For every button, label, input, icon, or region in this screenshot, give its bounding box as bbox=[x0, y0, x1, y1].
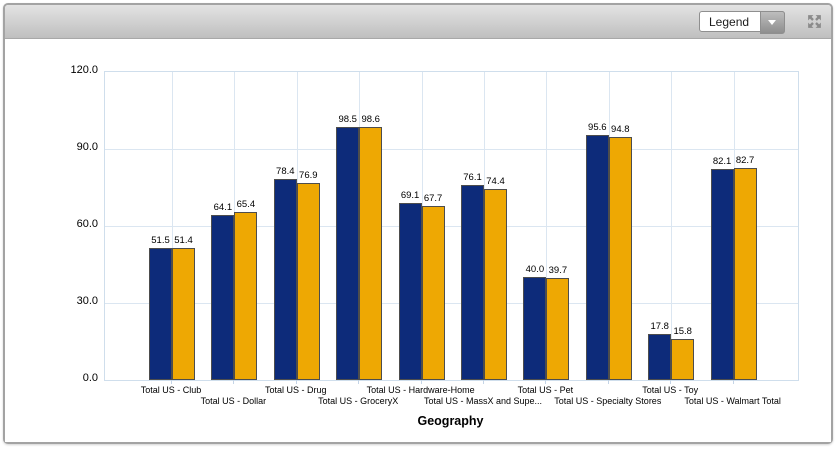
bar-value-label: 67.7 bbox=[423, 193, 443, 205]
bar-value-label: 39.7 bbox=[548, 265, 568, 277]
bar-series-2[interactable] bbox=[546, 278, 570, 380]
horizontal-gridline bbox=[105, 149, 798, 150]
x-axis-tick bbox=[295, 380, 297, 384]
bar-value-label: 65.4 bbox=[236, 199, 256, 211]
bar-value-label: 51.4 bbox=[174, 235, 193, 247]
y-axis-tick-label: 60.0 bbox=[76, 218, 98, 230]
x-axis-category-label: Total US - Hardware-Home bbox=[366, 385, 475, 395]
bar-value-label: 76.9 bbox=[299, 169, 318, 181]
chart-widget-panel: Legend 51.5 51.4 64.1 65.4 78.4 76.9 98.5 98.6 6… bbox=[3, 3, 833, 444]
bar-series-1[interactable] bbox=[273, 178, 297, 380]
bar-series-2[interactable] bbox=[296, 182, 320, 380]
bar-value-label: 95.6 bbox=[588, 121, 607, 133]
plot-area: 51.5 51.4 64.1 65.4 78.4 76.9 98.5 98.6 69.1 67.7… bbox=[104, 71, 799, 381]
x-axis-category-label: Total US - MassX and Supe... bbox=[423, 396, 543, 406]
bar-value-label: 76.1 bbox=[463, 171, 482, 183]
horizontal-gridline bbox=[105, 303, 798, 304]
bar-value-label: 98.5 bbox=[338, 114, 357, 126]
bar-series-2[interactable] bbox=[733, 167, 757, 380]
widget-toolbar: Legend bbox=[5, 5, 831, 39]
bar-value-label: 94.8 bbox=[611, 123, 630, 135]
bar-series-1[interactable] bbox=[648, 334, 672, 380]
bar-value-label: 15.8 bbox=[673, 326, 692, 338]
x-axis-tick bbox=[233, 380, 235, 384]
bar-value-label: 51.5 bbox=[151, 234, 170, 246]
x-axis-tick bbox=[483, 380, 484, 384]
x-axis-category-label: Total US - GroceryX bbox=[318, 396, 399, 406]
maximize-arrows-icon[interactable] bbox=[806, 13, 823, 30]
bar-value-label: 64.1 bbox=[213, 202, 233, 214]
x-axis-tick bbox=[732, 380, 734, 384]
horizontal-gridline bbox=[105, 226, 798, 227]
x-axis-tick bbox=[420, 380, 422, 384]
vertical-gridline bbox=[172, 72, 173, 380]
vertical-gridline bbox=[546, 72, 548, 380]
bar-series-2[interactable] bbox=[172, 248, 195, 380]
x-axis-title: Geography bbox=[417, 414, 484, 428]
bar-series-2[interactable] bbox=[608, 136, 632, 380]
bar-value-label: 82.1 bbox=[712, 156, 732, 168]
y-axis-tick-label: 90.0 bbox=[76, 141, 98, 153]
x-axis-category-label: Total US - Specialty Stores bbox=[554, 396, 662, 406]
y-axis-tick-label: 30.0 bbox=[76, 295, 98, 307]
bar-value-label: 17.8 bbox=[650, 321, 669, 333]
bar-series-1[interactable] bbox=[523, 277, 547, 380]
legend-dropdown-value: Legend bbox=[709, 15, 750, 29]
bar-series-1[interactable] bbox=[211, 215, 235, 380]
bar-series-2[interactable] bbox=[421, 206, 445, 380]
bar-value-label: 98.6 bbox=[361, 113, 380, 125]
vertical-gridline bbox=[671, 72, 673, 380]
bar-series-2[interactable] bbox=[484, 189, 507, 380]
bar-series-2[interactable] bbox=[359, 126, 383, 380]
x-axis-category-label: Total US - Toy bbox=[642, 385, 699, 395]
x-axis-category-label: Total US - Pet bbox=[517, 385, 574, 395]
legend-dropdown-button[interactable] bbox=[760, 11, 785, 34]
bar-value-label: 40.0 bbox=[525, 264, 545, 276]
legend-dropdown[interactable]: Legend bbox=[699, 11, 785, 34]
bar-series-1[interactable] bbox=[461, 184, 484, 380]
chart-area: 51.5 51.4 64.1 65.4 78.4 76.9 98.5 98.6 69.1 67.7… bbox=[5, 39, 831, 442]
bar-series-1[interactable] bbox=[585, 134, 609, 380]
x-axis-tick bbox=[358, 380, 360, 384]
bar-series-1[interactable] bbox=[149, 247, 172, 380]
x-axis-category-label: Total US - Club bbox=[140, 385, 202, 395]
chevron-down-icon bbox=[768, 20, 776, 25]
bar-value-label: 82.7 bbox=[735, 154, 755, 166]
x-axis-category-label: Total US - Drug bbox=[265, 385, 327, 395]
x-axis-tick bbox=[607, 380, 609, 384]
bar-series-2[interactable] bbox=[671, 339, 695, 380]
x-axis-tick bbox=[171, 380, 172, 384]
y-axis-tick-label: 0.0 bbox=[82, 372, 98, 384]
y-axis-tick-label: 120.0 bbox=[70, 64, 98, 76]
bar-value-label: 74.4 bbox=[486, 176, 505, 188]
bar-value-label: 69.1 bbox=[400, 189, 420, 201]
x-axis-tick bbox=[545, 380, 547, 384]
bar-series-1[interactable] bbox=[398, 202, 422, 380]
bar-series-2[interactable] bbox=[234, 212, 258, 380]
x-axis-category-label: Total US - Walmart Total bbox=[684, 396, 781, 406]
x-axis-category-label: Total US - Dollar bbox=[200, 396, 267, 406]
bar-value-label: 78.4 bbox=[276, 165, 295, 177]
x-axis-tick bbox=[670, 380, 672, 384]
bar-series-1[interactable] bbox=[336, 127, 360, 380]
bar-series-1[interactable] bbox=[710, 169, 734, 380]
